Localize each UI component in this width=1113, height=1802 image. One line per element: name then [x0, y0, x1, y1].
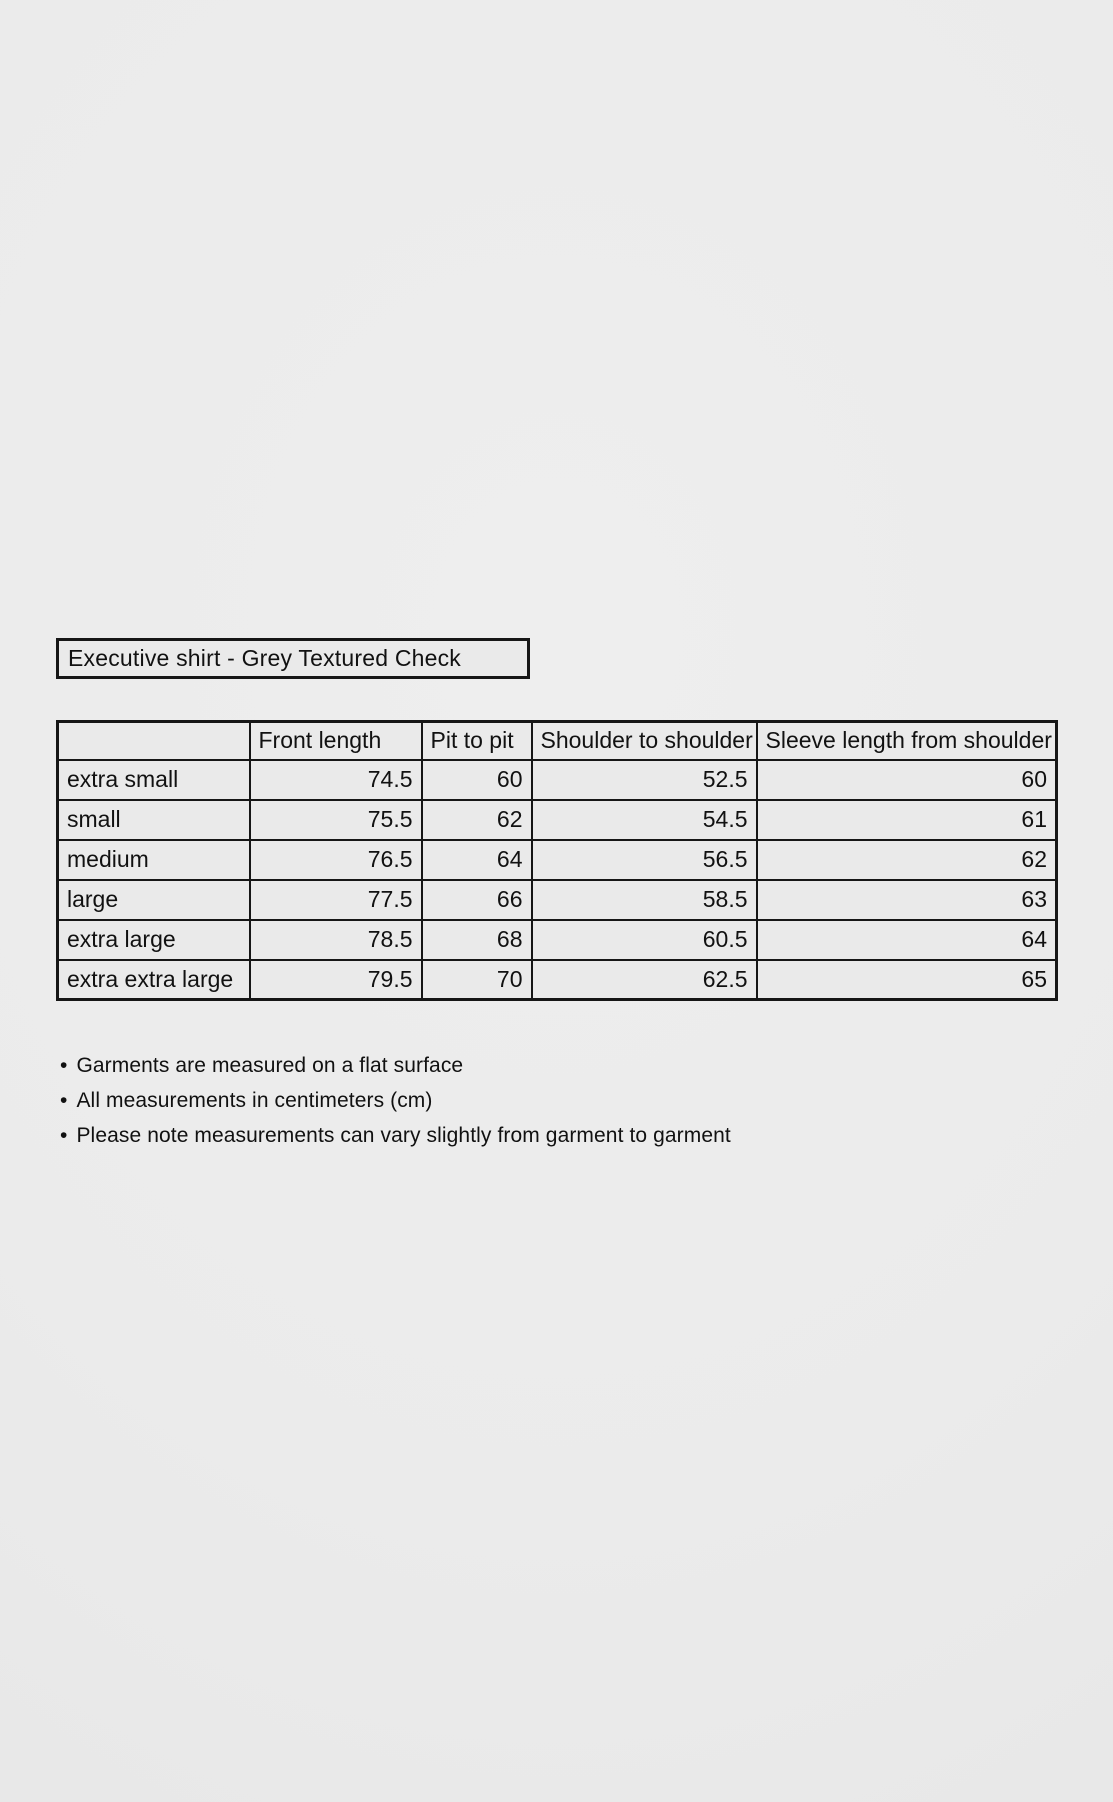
front-length-cell: 78.5 [248, 918, 423, 961]
pit-to-pit-cell: 66 [420, 878, 533, 921]
column-header-pit-to-pit: Pit to pit [420, 720, 533, 761]
size-cell: medium [56, 838, 251, 881]
column-header-shoulder-to-shoulder: Shoulder to shoulder [530, 720, 758, 761]
table-row-small: small 75.5 62 54.5 61 [56, 798, 1058, 841]
note-item: • All measurements in centimeters (cm) [60, 1087, 731, 1114]
shoulder-to-shoulder-cell: 54.5 [530, 798, 758, 841]
front-length-cell: 76.5 [248, 838, 423, 881]
size-cell: small [56, 798, 251, 841]
product-title-box: Executive shirt - Grey Textured Check [56, 638, 530, 679]
note-item: • Please note measurements can vary sligh… [60, 1122, 731, 1149]
note-text: Garments are measured on a flat surface [76, 1054, 464, 1077]
shoulder-to-shoulder-cell: 58.5 [530, 878, 758, 921]
sleeve-length-cell: 63 [755, 878, 1058, 921]
sleeve-length-cell: 64 [755, 918, 1058, 961]
pit-to-pit-cell: 68 [420, 918, 533, 961]
front-length-cell: 74.5 [248, 758, 423, 801]
column-header-front-length: Front length [248, 720, 423, 761]
shoulder-to-shoulder-cell: 56.5 [530, 838, 758, 881]
bullet-icon: • [60, 1124, 68, 1147]
size-cell: extra extra large [56, 958, 251, 1001]
size-cell: extra small [56, 758, 251, 801]
table-row-medium: medium 76.5 64 56.5 62 [56, 838, 1058, 881]
table-row-extra-large: extra large 78.5 68 60.5 64 [56, 918, 1058, 961]
table-row-large: large 77.5 66 58.5 63 [56, 878, 1058, 921]
size-chart-table: Front length Pit to pit Shoulder to shou… [56, 720, 1058, 1001]
front-length-cell: 79.5 [248, 958, 423, 1001]
shoulder-to-shoulder-cell: 62.5 [530, 958, 758, 1001]
sleeve-length-cell: 61 [755, 798, 1058, 841]
note-text: All measurements in centimeters (cm) [76, 1089, 433, 1112]
measurement-notes: • Garments are measured on a flat surface… [60, 1052, 731, 1157]
product-title: Executive shirt - Grey Textured Check [68, 645, 462, 671]
size-cell: large [56, 878, 251, 921]
column-header-size [56, 720, 251, 761]
table-row-extra-small: extra small 74.5 60 52.5 60 [56, 758, 1058, 801]
pit-to-pit-cell: 60 [420, 758, 533, 801]
column-header-sleeve-length: Sleeve length from shoulder [755, 720, 1058, 761]
shoulder-to-shoulder-cell: 60.5 [530, 918, 758, 961]
front-length-cell: 77.5 [248, 878, 423, 921]
sleeve-length-cell: 65 [755, 958, 1058, 1001]
bullet-icon: • [60, 1089, 68, 1112]
sleeve-length-cell: 60 [755, 758, 1058, 801]
front-length-cell: 75.5 [248, 798, 423, 841]
table-row-extra-extra-large: extra extra large 79.5 70 62.5 65 [56, 958, 1058, 1001]
shoulder-to-shoulder-cell: 52.5 [530, 758, 758, 801]
sleeve-length-cell: 62 [755, 838, 1058, 881]
pit-to-pit-cell: 70 [420, 958, 533, 1001]
pit-to-pit-cell: 62 [420, 798, 533, 841]
bullet-icon: • [60, 1054, 68, 1077]
note-item: • Garments are measured on a flat surface [60, 1052, 731, 1079]
pit-to-pit-cell: 64 [420, 838, 533, 881]
size-cell: extra large [56, 918, 251, 961]
note-text: Please note measurements can vary slight… [76, 1124, 731, 1147]
table-header-row: Front length Pit to pit Shoulder to shou… [56, 720, 1058, 761]
